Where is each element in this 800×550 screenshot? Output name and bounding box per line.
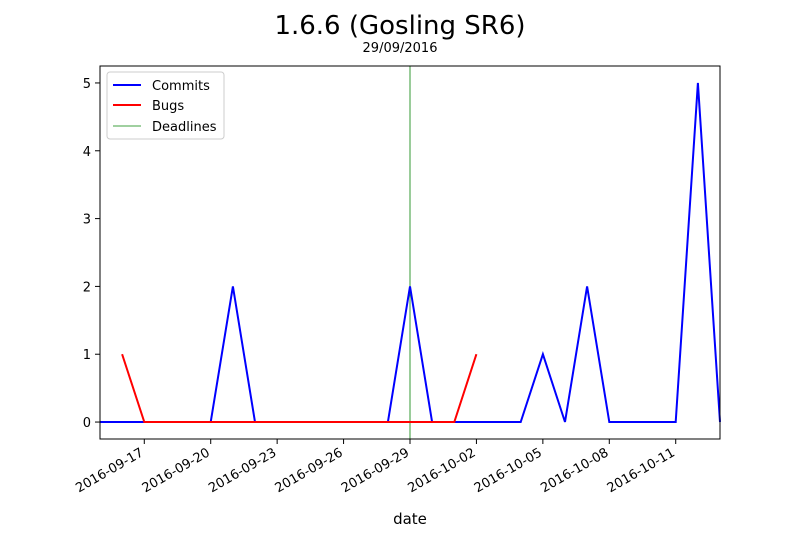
legend: Commits Bugs Deadlines: [106, 71, 225, 140]
x-tick-label: 2016-09-29: [339, 445, 412, 496]
x-tick-label: 2016-10-08: [538, 445, 611, 496]
x-tick-label: 2016-09-23: [206, 445, 279, 496]
series-layer: [100, 66, 721, 439]
y-tick-label: 3: [83, 213, 91, 228]
x-tick-label: 2016-10-11: [605, 445, 678, 496]
x-tick-label: 2016-09-26: [273, 445, 346, 496]
y-tick-label: 2: [83, 280, 91, 295]
x-tick-label: 2016-10-02: [405, 445, 478, 496]
chart-subtitle: 29/09/2016: [363, 41, 438, 56]
series-line-bugs: [121, 353, 478, 423]
x-tick-label: 2016-09-20: [140, 445, 213, 496]
x-axis: 2016-09-172016-09-202016-09-232016-09-26…: [73, 439, 678, 496]
y-tick-label: 1: [83, 348, 91, 363]
legend-label-bugs: Bugs: [152, 99, 184, 114]
legend-label-commits: Commits: [152, 79, 210, 94]
legend-box: [106, 71, 225, 140]
y-tick-label: 5: [83, 77, 91, 92]
y-tick-label: 4: [83, 145, 91, 160]
x-axis-label: date: [393, 510, 427, 528]
chart-title: 1.6.6 (Gosling SR6): [274, 11, 525, 41]
legend-label-deadlines: Deadlines: [152, 120, 217, 135]
x-tick-label: 2016-09-17: [73, 445, 146, 496]
x-tick-label: 2016-10-05: [472, 445, 545, 496]
y-tick-label: 0: [83, 416, 91, 431]
y-axis: 0 1 2 3 4 5: [83, 77, 100, 431]
